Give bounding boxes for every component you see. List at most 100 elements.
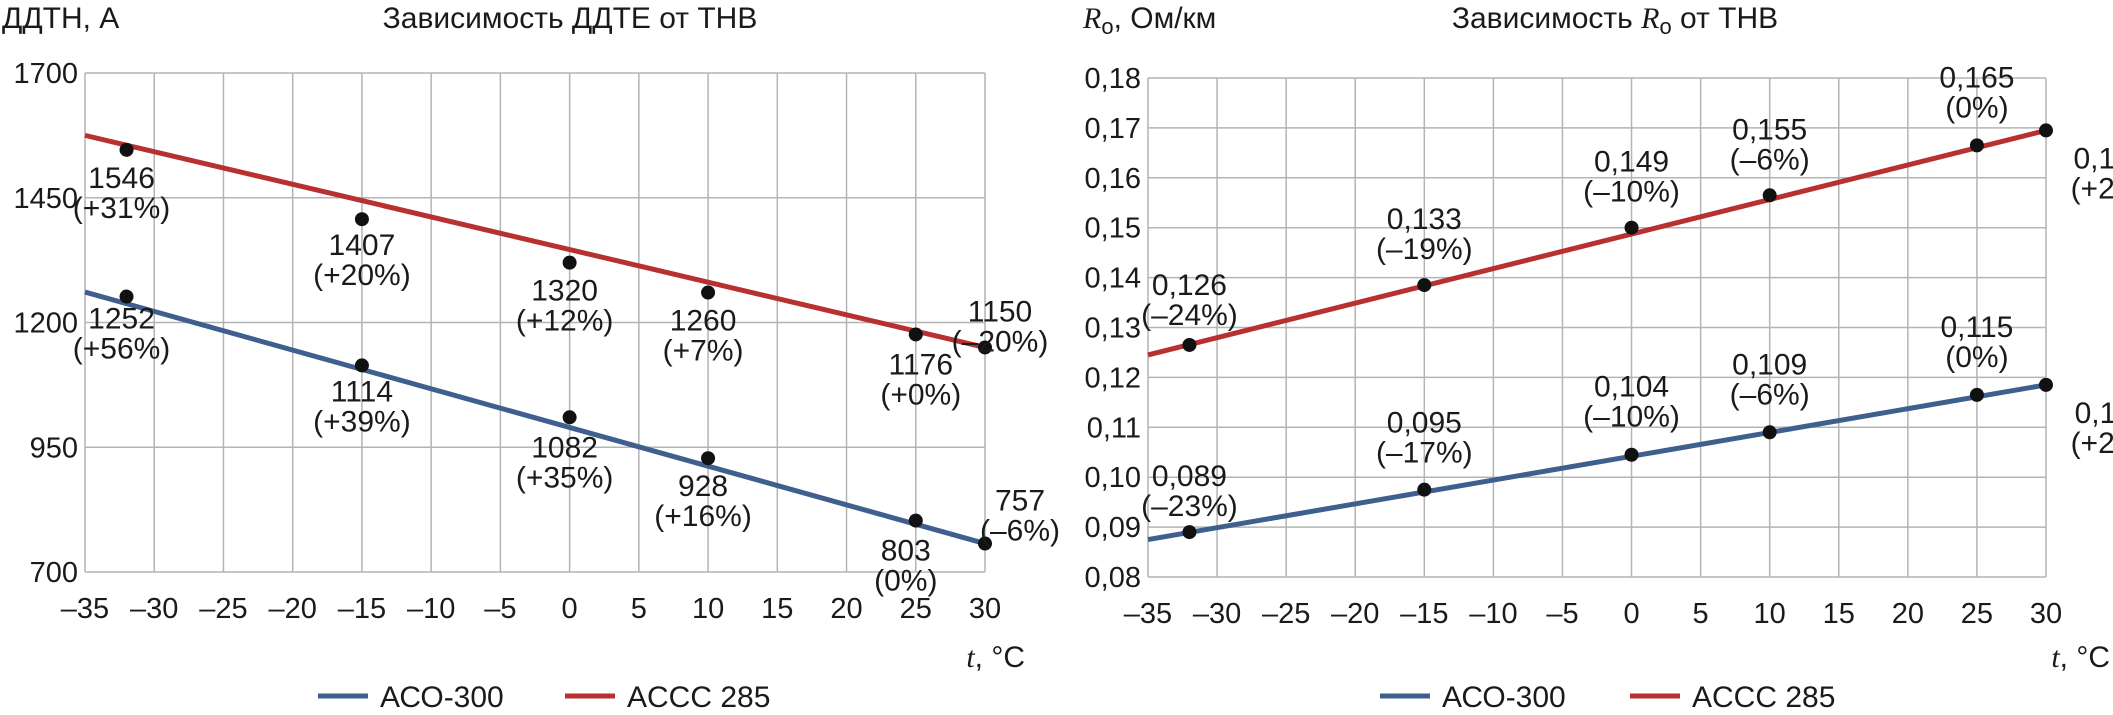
data-point bbox=[354, 212, 369, 227]
data-label: 0,089 (–23%) bbox=[1141, 460, 1238, 523]
data-label: 803 (0%) bbox=[874, 535, 937, 598]
x-tick-label: 30 bbox=[2030, 598, 2062, 630]
left-x-axis-unit: , °C bbox=[975, 641, 1025, 674]
data-point bbox=[1969, 387, 1984, 402]
x-tick-label: 15 bbox=[1823, 598, 1855, 630]
data-point bbox=[1969, 138, 1984, 153]
data-point bbox=[1182, 525, 1197, 540]
x-tick-label: –20 bbox=[1331, 598, 1379, 630]
x-tick-label: –30 bbox=[1193, 598, 1241, 630]
x-tick-label: –25 bbox=[1262, 598, 1310, 630]
data-point bbox=[908, 513, 923, 528]
y-tick-label: 1450 bbox=[13, 183, 78, 215]
data-label: 0,104 (–10%) bbox=[1583, 371, 1680, 434]
data-label: 0,155 (–6%) bbox=[1730, 113, 1810, 176]
y-tick-label: 0,18 bbox=[1085, 63, 1141, 95]
x-tick-label: –15 bbox=[338, 593, 386, 625]
series-line bbox=[1147, 382, 2047, 543]
x-tick-label: –15 bbox=[1400, 598, 1448, 630]
right-data-points bbox=[1182, 123, 2053, 540]
x-tick-label: 0 bbox=[562, 593, 578, 625]
x-tick-label: 20 bbox=[830, 593, 862, 625]
x-tick-label: 5 bbox=[1693, 598, 1709, 630]
y-tick-label: 0,14 bbox=[1085, 263, 1141, 295]
left-series-lines bbox=[84, 132, 986, 546]
x-tick-label: –20 bbox=[268, 593, 316, 625]
data-label: 0,126 (–24%) bbox=[1141, 269, 1238, 332]
right-x-axis-unit: , °C bbox=[2060, 641, 2110, 674]
right-title-var: R bbox=[1640, 2, 1659, 35]
data-point bbox=[2039, 377, 2053, 392]
left-data-points bbox=[119, 142, 992, 551]
right-chart-title: Зависимость Ro от ТНВ bbox=[1452, 2, 1778, 39]
series-line bbox=[84, 289, 986, 546]
data-label: 0,149 (–10%) bbox=[1583, 146, 1680, 209]
y-tick-label: 0,08 bbox=[1085, 562, 1141, 594]
data-point bbox=[908, 327, 923, 342]
data-point bbox=[978, 340, 992, 355]
right-data-labels: 0,089 (–23%) 0,095 (–17%) 0,104 (–10%) 0,109 (–… bbox=[1141, 61, 2113, 523]
data-label: 1114 (+39%) bbox=[313, 375, 411, 438]
x-tick-label: 15 bbox=[761, 593, 793, 625]
y-tick-label: 0,15 bbox=[1085, 213, 1141, 245]
y-tick-label: 0,10 bbox=[1085, 462, 1141, 494]
right-x-axis-label: t, °C bbox=[2051, 641, 2110, 674]
x-tick-label: 25 bbox=[1961, 598, 1993, 630]
x-tick-label: –5 bbox=[484, 593, 516, 625]
y-tick-label: 950 bbox=[30, 432, 78, 464]
y-tick-label: 0,13 bbox=[1085, 313, 1141, 345]
right-legend: АСО-300 ACCC 285 bbox=[1380, 681, 1835, 714]
left-chart-title: Зависимость ДДТЕ от ТНВ bbox=[383, 2, 758, 35]
data-point bbox=[1417, 482, 1432, 497]
y-tick-label: 0,09 bbox=[1085, 512, 1141, 544]
left-x-axis-var: t bbox=[966, 641, 975, 674]
left-y-axis-label: ДДТН, А bbox=[2, 2, 119, 35]
data-label: 0,109 (–6%) bbox=[1730, 348, 1810, 411]
data-label: 1546 (+31%) bbox=[73, 162, 171, 225]
data-label: 0,118(+2%) bbox=[2071, 397, 2113, 460]
right-x-ticks: –35 –30 –25 –20 –15 –10 –5 0 5 10 15 20 25 30 bbox=[1124, 598, 2062, 630]
right-series-lines bbox=[1147, 127, 2047, 543]
data-label: 1176 (+0%) bbox=[880, 348, 961, 411]
data-label: 0,165 (0%) bbox=[1939, 61, 2014, 124]
left-legend-label-accc: ACCC 285 bbox=[627, 681, 770, 714]
right-title-prefix: Зависимость bbox=[1452, 2, 1641, 35]
right-title-sub: o bbox=[1659, 14, 1671, 39]
right-grid bbox=[1147, 77, 2047, 578]
data-point bbox=[1182, 337, 1197, 352]
right-y-axis-label: Ro, Ом/км bbox=[1082, 2, 1216, 39]
data-label: 0,168(+2%) bbox=[2071, 142, 2113, 205]
right-title-suffix: от ТНВ bbox=[1672, 2, 1778, 35]
right-legend-label-accc: ACCC 285 bbox=[1692, 681, 1835, 714]
y-tick-label: 0,16 bbox=[1085, 163, 1141, 195]
data-label: 1082 (+35%) bbox=[516, 431, 614, 494]
y-tick-label: 1200 bbox=[13, 308, 78, 340]
right-y-axis-sub: o bbox=[1101, 14, 1113, 39]
data-label: 1252 (+56%) bbox=[73, 303, 171, 366]
data-label: 928 (+16%) bbox=[654, 470, 752, 533]
x-tick-label: –5 bbox=[1546, 598, 1578, 630]
left-data-labels: 1252 (+56%) 1114 (+39%) 1082 (+35%) 928 (+16%) 8… bbox=[73, 162, 1060, 598]
left-y-ticks: 700 950 1200 1450 1700 bbox=[13, 58, 78, 589]
right-y-axis-var: R bbox=[1082, 2, 1101, 35]
data-point bbox=[1762, 425, 1777, 440]
data-label: 1150 (–20%) bbox=[952, 295, 1049, 358]
right-y-axis-suffix: , Ом/км bbox=[1114, 2, 1217, 35]
data-label: 0,133 (–19%) bbox=[1376, 203, 1473, 266]
data-point bbox=[1417, 278, 1432, 293]
x-tick-label: –10 bbox=[1469, 598, 1517, 630]
data-label: 1260 (+7%) bbox=[663, 305, 744, 368]
series-line bbox=[1147, 127, 2047, 358]
y-tick-label: 0,11 bbox=[1087, 412, 1141, 444]
x-tick-label: –25 bbox=[199, 593, 247, 625]
data-point bbox=[978, 536, 992, 551]
data-point bbox=[1624, 447, 1639, 462]
data-point bbox=[119, 289, 134, 304]
left-x-ticks: –35 –30 –25 –20 –15 –10 –5 0 5 10 15 20 25 30 bbox=[61, 593, 1001, 625]
left-x-axis-label: t, °C bbox=[966, 641, 1025, 674]
data-point bbox=[119, 142, 134, 157]
data-label: 0,115 (0%) bbox=[1940, 311, 2013, 374]
y-tick-label: 0,17 bbox=[1085, 113, 1141, 145]
data-point bbox=[1624, 220, 1639, 235]
